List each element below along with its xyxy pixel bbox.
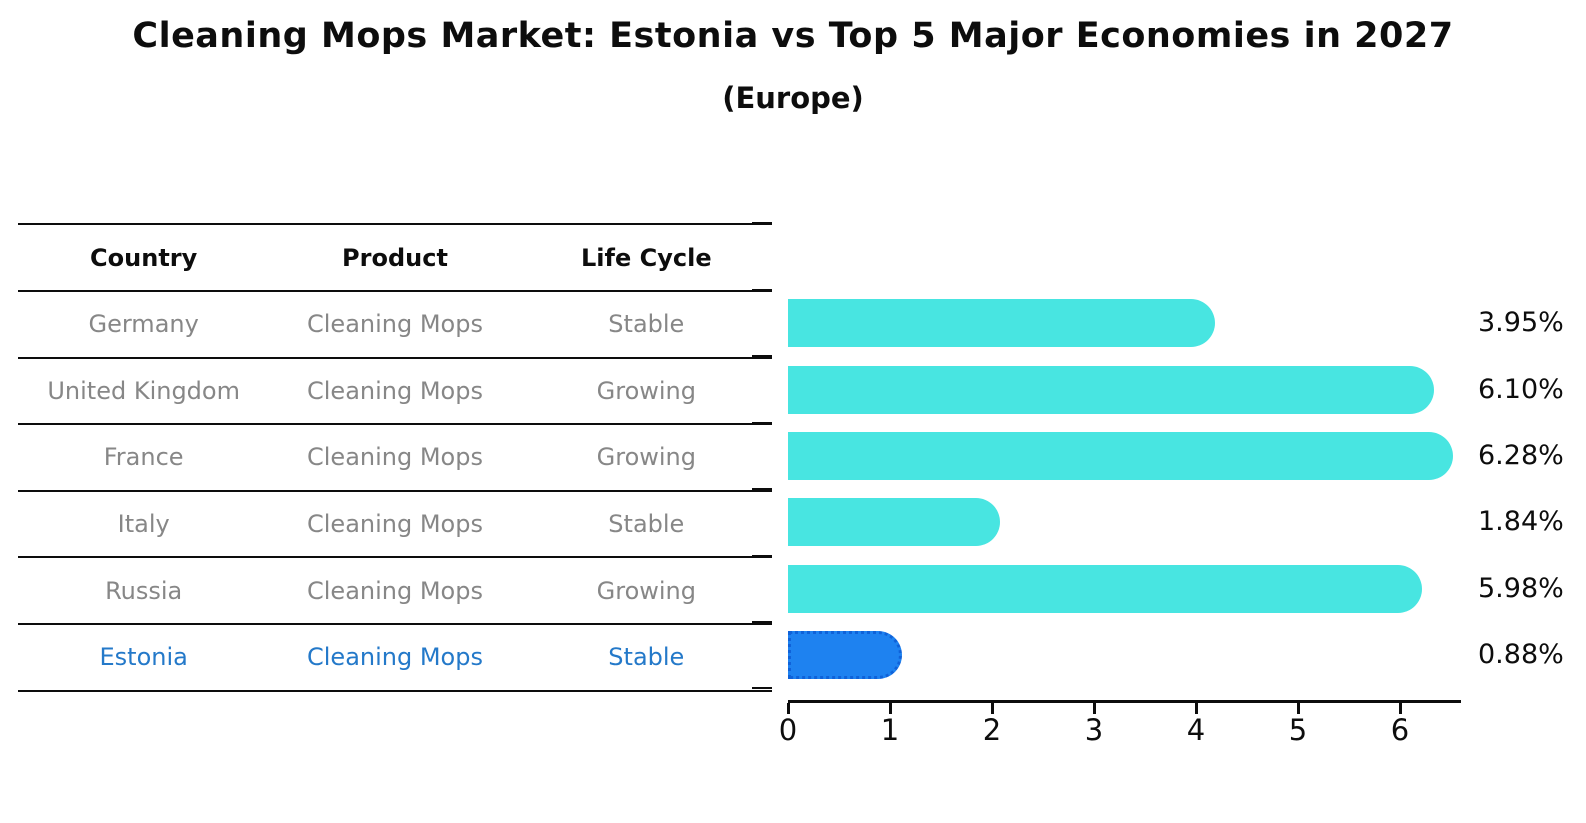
chart-title: Cleaning Mops Market: Estonia vs Top 5 M… — [132, 16, 1454, 56]
bar-value-label: 6.10% — [1478, 373, 1564, 405]
y-axis-tick — [752, 355, 772, 358]
bar-value-label: 1.84% — [1478, 506, 1564, 538]
table-cell-life-cycle: Growing — [596, 576, 696, 605]
table-cell-product: Cleaning Mops — [307, 310, 483, 339]
table-row: Russia Cleaning Mops Growing — [18, 558, 772, 625]
table-row: United Kingdom Cleaning Mops Growing — [18, 359, 772, 426]
table-cell-product: Cleaning Mops — [307, 376, 483, 405]
table-header-country: Country — [90, 243, 198, 272]
table-row: Italy Cleaning Mops Stable — [18, 492, 772, 559]
country-table: Country Product Life Cycle Germany Cleani… — [18, 223, 772, 692]
bar-value-label: 3.95% — [1478, 307, 1564, 339]
table-row: Estonia Cleaning Mops Stable — [18, 625, 772, 692]
y-axis-tick — [752, 421, 772, 424]
table-header-life-cycle: Life Cycle — [581, 243, 712, 272]
table-cell-product: Cleaning Mops — [307, 576, 483, 605]
bar-united-kingdom — [788, 365, 1435, 414]
table-cell-product: Cleaning Mops — [307, 643, 483, 672]
x-axis-tick — [990, 703, 994, 714]
bar-germany — [788, 299, 1215, 348]
x-axis-tick-label: 4 — [1186, 713, 1206, 747]
table-cell-life-cycle: Stable — [608, 310, 685, 339]
x-axis-tick — [888, 703, 892, 714]
x-axis-tick-label: 1 — [880, 713, 900, 747]
x-axis-tick-label: 6 — [1390, 713, 1410, 747]
y-axis-tick — [752, 554, 772, 557]
chart-subtitle: (Europe) — [722, 81, 864, 115]
y-axis-tick — [752, 621, 772, 623]
table-cell-life-cycle: Growing — [596, 376, 696, 405]
y-axis-tick — [752, 687, 772, 690]
table-row: France Cleaning Mops Growing — [18, 425, 772, 492]
x-axis-tick-label: 0 — [778, 713, 798, 747]
x-axis-tick — [1296, 703, 1300, 714]
bar-value-label: 0.88% — [1478, 639, 1564, 671]
bar-value-label: 6.28% — [1478, 440, 1564, 471]
table-header-row: Country Product Life Cycle — [18, 225, 772, 292]
y-axis-tick — [752, 488, 772, 491]
table-cell-country: Italy — [117, 510, 170, 539]
x-axis-tick-label: 5 — [1288, 713, 1308, 747]
table-cell-country: Estonia — [99, 643, 188, 672]
table-cell-country: France — [103, 443, 184, 472]
table-cell-country: Germany — [88, 310, 199, 339]
bar-estonia-highlighted — [788, 631, 902, 680]
x-axis-tick — [1194, 703, 1198, 714]
bar-italy — [788, 498, 1000, 547]
y-axis-tick — [752, 289, 772, 291]
table-cell-life-cycle: Stable — [608, 510, 685, 539]
y-axis-tick — [752, 222, 772, 224]
table-cell-country: Russia — [105, 576, 183, 605]
table-cell-life-cycle: Stable — [608, 643, 685, 672]
table-header-product: Product — [342, 243, 448, 272]
bar-russia — [788, 564, 1422, 613]
bar-france — [788, 432, 1453, 480]
x-axis-tick — [1398, 703, 1402, 714]
x-axis-spine — [788, 700, 1462, 703]
table-body: Germany Cleaning Mops Stable United Kingdom… — [18, 292, 772, 692]
x-axis-tick — [1092, 703, 1096, 714]
table-cell-product: Cleaning Mops — [307, 443, 483, 472]
x-axis-tick-label: 2 — [982, 713, 1002, 747]
table-cell-product: Cleaning Mops — [307, 510, 483, 539]
bar-value-label: 5.98% — [1478, 572, 1564, 604]
x-axis-tick — [786, 703, 790, 714]
table-row: Germany Cleaning Mops Stable — [18, 292, 772, 359]
table-cell-life-cycle: Growing — [596, 443, 696, 472]
x-axis-tick-label: 3 — [1084, 713, 1104, 747]
table-cell-country: United Kingdom — [47, 376, 240, 405]
